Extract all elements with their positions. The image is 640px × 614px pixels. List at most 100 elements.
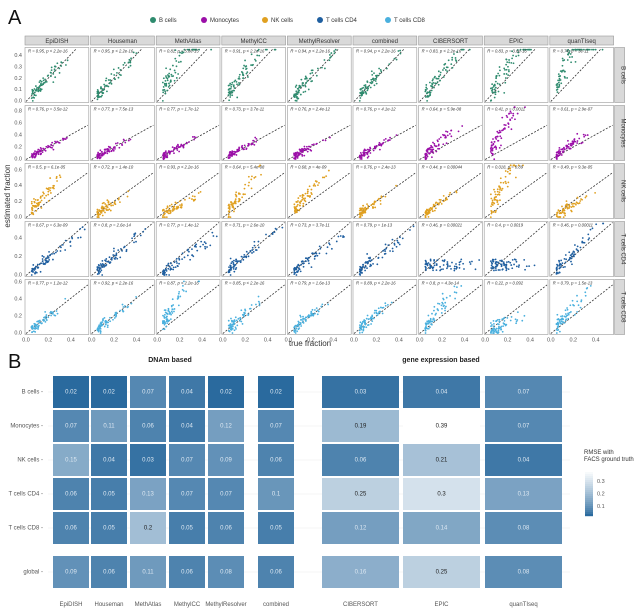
data-point bbox=[433, 209, 436, 212]
data-point bbox=[41, 84, 43, 86]
data-point bbox=[439, 79, 441, 82]
data-point bbox=[442, 76, 445, 78]
data-point bbox=[359, 97, 362, 99]
data-point bbox=[47, 200, 50, 202]
data-point bbox=[303, 147, 306, 150]
data-point bbox=[233, 329, 236, 332]
data-point bbox=[581, 141, 584, 144]
data-point bbox=[560, 315, 562, 318]
data-point bbox=[328, 243, 331, 246]
data-point bbox=[42, 191, 45, 194]
data-point bbox=[490, 264, 493, 267]
data-point bbox=[576, 202, 579, 204]
data-point bbox=[377, 257, 380, 260]
data-point bbox=[391, 250, 394, 253]
data-point bbox=[166, 322, 169, 324]
data-point bbox=[446, 134, 449, 137]
data-point bbox=[560, 154, 563, 156]
data-point bbox=[566, 307, 568, 309]
data-point bbox=[245, 72, 248, 75]
data-point bbox=[109, 146, 112, 149]
data-point bbox=[504, 68, 506, 71]
data-point bbox=[243, 256, 246, 258]
data-point bbox=[558, 85, 561, 87]
scatter-panel: R = 0.83, p = 3.6e-16 bbox=[483, 47, 549, 103]
heatmap-cell bbox=[91, 444, 127, 476]
data-point bbox=[363, 148, 366, 151]
data-point bbox=[42, 77, 45, 80]
data-point bbox=[359, 213, 361, 216]
data-point bbox=[424, 332, 427, 334]
data-point bbox=[434, 207, 437, 210]
data-point bbox=[108, 150, 111, 153]
data-point bbox=[52, 81, 55, 84]
data-point bbox=[498, 326, 500, 329]
facet-row-strip bbox=[614, 105, 625, 161]
scatter-panel: R = 0.61, p = 2.9e-07 bbox=[549, 105, 614, 161]
data-point bbox=[227, 216, 230, 218]
data-point bbox=[293, 153, 295, 156]
data-point bbox=[566, 145, 569, 148]
heatmap-cell-value: 0.04 bbox=[181, 390, 193, 396]
data-point bbox=[555, 272, 558, 275]
heatmap-cell bbox=[258, 410, 294, 442]
data-point bbox=[446, 198, 448, 201]
scatter-panel: R = 0.72, p = 1.4e-10 bbox=[90, 163, 155, 219]
data-point bbox=[500, 259, 503, 262]
data-point bbox=[163, 320, 166, 323]
data-point bbox=[300, 200, 302, 202]
data-point bbox=[66, 59, 69, 62]
data-point bbox=[101, 324, 104, 326]
data-point bbox=[97, 92, 99, 94]
data-point bbox=[429, 206, 432, 209]
data-point bbox=[174, 49, 177, 52]
data-point bbox=[98, 268, 101, 271]
data-point bbox=[105, 77, 108, 80]
data-point bbox=[168, 72, 171, 75]
data-point bbox=[58, 72, 61, 74]
data-point bbox=[227, 271, 230, 273]
data-point bbox=[104, 203, 107, 205]
data-point bbox=[184, 198, 186, 201]
heatmap-cell-value: 0.04 bbox=[436, 390, 448, 396]
data-point bbox=[558, 79, 561, 82]
data-point bbox=[514, 318, 517, 321]
data-point bbox=[294, 267, 296, 270]
data-point bbox=[307, 259, 310, 262]
data-point bbox=[560, 82, 563, 85]
heatmap-cell-value: 0.08 bbox=[518, 526, 530, 532]
data-point bbox=[121, 249, 123, 252]
data-point bbox=[294, 158, 297, 160]
data-point bbox=[493, 269, 495, 272]
data-point bbox=[176, 149, 179, 151]
data-point bbox=[238, 82, 240, 84]
data-point bbox=[576, 48, 578, 51]
data-point bbox=[173, 152, 175, 155]
data-point bbox=[368, 150, 371, 153]
data-point bbox=[446, 131, 449, 133]
data-point bbox=[429, 258, 432, 261]
data-point bbox=[254, 59, 257, 62]
data-point bbox=[387, 139, 389, 142]
data-point bbox=[115, 142, 117, 145]
data-point bbox=[251, 246, 254, 249]
data-point bbox=[523, 314, 526, 317]
data-point bbox=[393, 242, 396, 245]
heatmap-cell-value: 0.06 bbox=[103, 570, 115, 576]
data-point bbox=[117, 67, 120, 69]
data-point bbox=[492, 267, 495, 269]
data-point bbox=[118, 197, 120, 199]
data-point bbox=[169, 79, 172, 82]
data-point bbox=[442, 305, 445, 308]
data-point bbox=[296, 97, 299, 100]
data-point bbox=[66, 136, 68, 139]
data-point bbox=[230, 319, 233, 322]
heatmap-column-label: CIBERSORT bbox=[343, 602, 378, 608]
data-point bbox=[40, 80, 43, 83]
data-point bbox=[265, 233, 267, 236]
data-point bbox=[96, 156, 99, 159]
data-point bbox=[64, 249, 67, 251]
scatter-panel: R = 0.49, p = 9.3e-05 bbox=[549, 163, 614, 219]
data-point bbox=[41, 194, 44, 197]
data-point bbox=[359, 88, 362, 90]
